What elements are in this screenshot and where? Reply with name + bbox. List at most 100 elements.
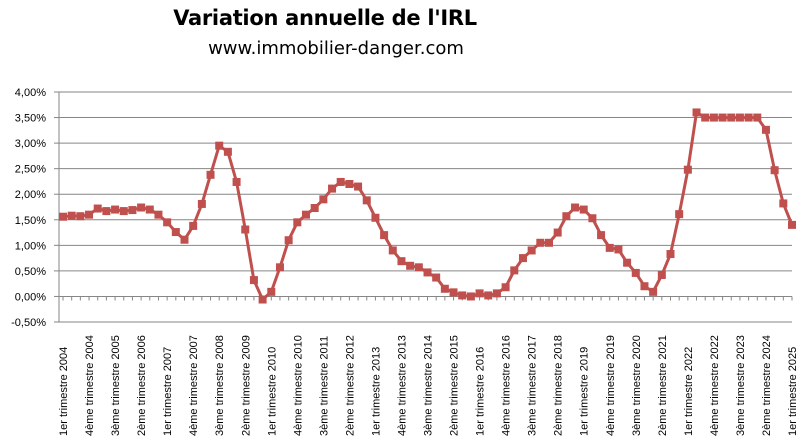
data-point xyxy=(623,258,632,267)
data-point xyxy=(614,245,623,254)
data-point xyxy=(649,287,658,296)
data-point xyxy=(275,263,284,272)
x-tick-label: 3ème trimestre 2023 xyxy=(735,335,747,436)
data-point xyxy=(501,283,510,292)
data-point xyxy=(414,263,423,272)
y-tick-label: 0,00% xyxy=(15,291,46,303)
data-point xyxy=(666,250,675,259)
x-tick-label: 4ème trimestre 2013 xyxy=(396,335,408,436)
data-point xyxy=(319,195,328,204)
data-point xyxy=(189,221,198,230)
data-point xyxy=(354,182,363,191)
x-tick-label: 1er trimestre 2025 xyxy=(787,347,799,436)
data-point xyxy=(744,113,753,122)
data-point xyxy=(371,213,380,222)
data-point xyxy=(753,113,762,122)
x-tick-label: 4ème trimestre 2016 xyxy=(501,335,513,436)
data-point xyxy=(640,282,649,291)
data-point xyxy=(397,257,406,266)
x-tick-label: 4ème trimestre 2010 xyxy=(292,335,304,436)
data-point xyxy=(536,238,545,247)
x-tick-label: 2ème trimestre 2018 xyxy=(553,335,565,436)
data-point xyxy=(197,199,206,208)
x-tick-label: 1er trimestre 2010 xyxy=(266,347,278,436)
data-point xyxy=(362,196,371,205)
x-tick-label: 3ème trimestre 2005 xyxy=(110,335,122,436)
data-point xyxy=(145,205,154,214)
chart-title: Variation annuelle de l'IRL xyxy=(173,6,477,30)
chart-subtitle: www.immobilier-danger.com xyxy=(208,38,464,59)
y-tick-label: 3,00% xyxy=(15,138,46,150)
x-tick-label: 2ème trimestre 2021 xyxy=(657,335,669,436)
data-point xyxy=(406,261,415,270)
data-point xyxy=(154,210,163,219)
data-point xyxy=(67,211,76,220)
data-point xyxy=(571,203,580,212)
data-point xyxy=(466,292,475,301)
data-point xyxy=(727,113,736,122)
data-point xyxy=(709,113,718,122)
x-tick-label: 3ème trimestre 2008 xyxy=(214,335,226,436)
data-point xyxy=(310,204,319,213)
data-point xyxy=(562,212,571,221)
data-point xyxy=(449,288,458,297)
data-point xyxy=(631,268,640,277)
x-tick-label: 2ème trimestre 2024 xyxy=(761,335,773,436)
data-point xyxy=(284,236,293,245)
x-tick-label: 1er trimestre 2022 xyxy=(683,347,695,436)
x-tick-label: 1er trimestre 2004 xyxy=(58,347,70,436)
data-point xyxy=(605,243,614,252)
x-tick-label: 4ème trimestre 2007 xyxy=(188,335,200,436)
series-irl xyxy=(59,108,796,304)
gridlines xyxy=(59,91,792,323)
data-point xyxy=(102,207,111,216)
data-point xyxy=(735,113,744,122)
data-point xyxy=(302,210,310,219)
data-point xyxy=(380,231,389,240)
x-tick-label: 2ème trimestre 2012 xyxy=(344,335,356,436)
data-point xyxy=(171,228,180,237)
data-point xyxy=(527,246,536,255)
data-point xyxy=(232,177,241,186)
data-point xyxy=(59,212,67,221)
x-tick-label: 3ème trimestre 2011 xyxy=(318,336,330,436)
y-tick-label: 2,50% xyxy=(15,164,46,176)
x-tick-label: 3ème trimestre 2014 xyxy=(423,335,435,436)
x-tick-label: 3ème trimestre 2017 xyxy=(527,335,539,436)
data-point xyxy=(223,147,232,156)
data-point xyxy=(119,207,128,216)
y-tick-label: 0,50% xyxy=(15,266,46,278)
x-tick-label: 4ème trimestre 2004 xyxy=(84,335,96,436)
x-tick-label: 1er trimestre 2007 xyxy=(162,347,174,436)
data-point xyxy=(518,254,527,263)
x-tick-label: 1er trimestre 2013 xyxy=(370,347,382,436)
y-tick-label: 1,00% xyxy=(15,240,46,252)
data-point xyxy=(163,218,172,227)
data-point xyxy=(249,276,258,285)
y-tick-labels: -0,50% 0,00% 0,50% 1,00% 1,50% 2,00% 2,50% 3,00… xyxy=(11,87,46,329)
data-point xyxy=(85,210,94,219)
data-point xyxy=(111,205,120,214)
data-point xyxy=(718,113,727,122)
y-tick-label: 3,50% xyxy=(15,113,46,125)
data-point xyxy=(128,206,137,215)
data-point xyxy=(328,184,337,193)
data-point xyxy=(492,289,501,298)
data-point xyxy=(701,113,710,122)
data-point xyxy=(588,214,597,223)
data-point xyxy=(336,177,345,186)
data-point xyxy=(423,268,432,277)
x-tick-label: 2ème trimestre 2006 xyxy=(136,335,148,436)
data-point xyxy=(345,180,354,188)
data-point xyxy=(137,203,146,212)
data-point xyxy=(432,273,441,282)
data-point xyxy=(258,295,267,304)
data-point xyxy=(657,270,666,279)
x-tick-label: 4ème trimestre 2022 xyxy=(709,335,721,436)
data-point xyxy=(510,266,519,275)
data-point xyxy=(76,212,85,221)
data-point xyxy=(683,165,692,174)
y-tick-label: 2,00% xyxy=(15,189,46,201)
data-point xyxy=(788,220,796,229)
x-tick-label: 2ème trimestre 2009 xyxy=(240,335,252,436)
